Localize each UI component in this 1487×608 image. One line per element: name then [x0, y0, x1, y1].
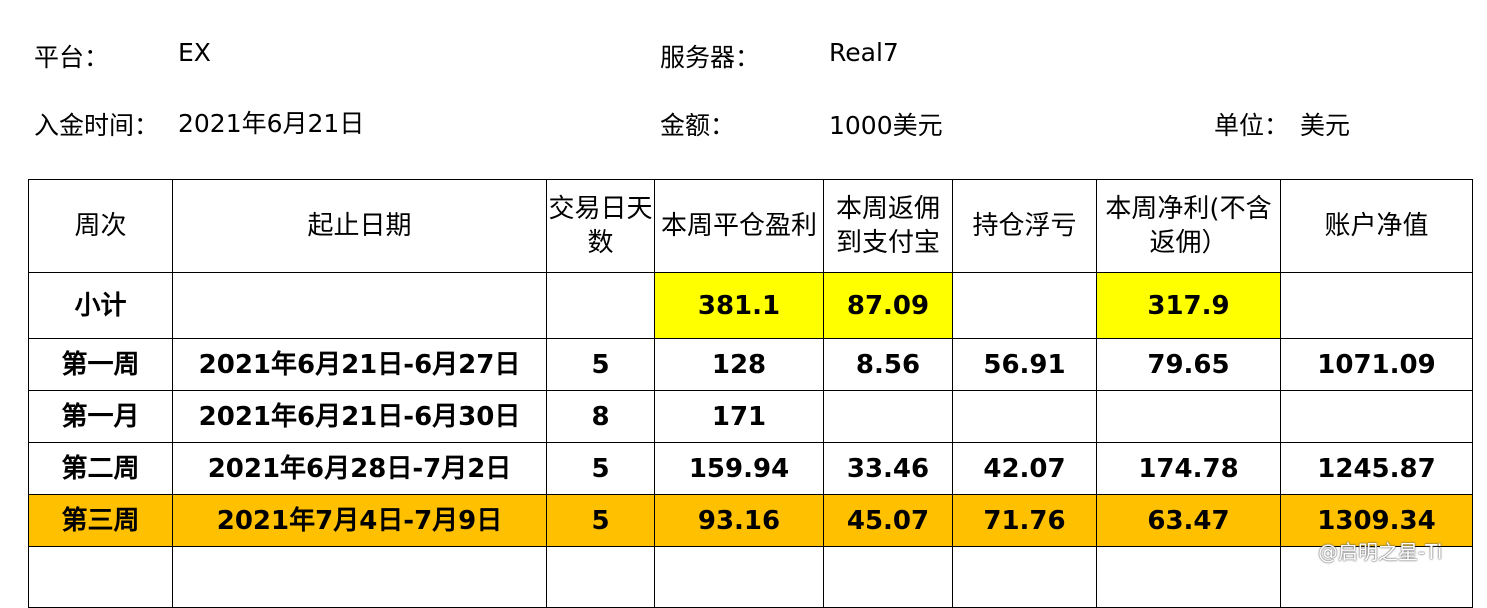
table-cell	[952, 272, 1097, 339]
table-cell: 周次	[28, 179, 173, 273]
table-cell	[1096, 390, 1281, 443]
table-cell: 账户净值	[1280, 179, 1473, 273]
table-cell: 本周返佣到支付宝	[823, 179, 953, 273]
table-cell: 1309.34	[1280, 494, 1473, 547]
table-cell: 2021年7月4日-7月9日	[172, 494, 547, 547]
table-cell	[952, 546, 1097, 608]
table-cell: 本周平仓盈利	[654, 179, 824, 273]
unit-label: 单位：	[1214, 111, 1290, 140]
table-cell	[823, 390, 953, 443]
table-cell: 8	[546, 390, 655, 443]
server-label: 服务器：	[660, 43, 761, 72]
amount-label: 金额：	[660, 111, 736, 140]
table-cell: 1245.87	[1280, 442, 1473, 495]
table-row: 第一月 2021年6月21日-6月30日 8 171	[28, 390, 1473, 443]
table-cell	[1280, 272, 1473, 339]
empty-row	[28, 546, 1473, 608]
table-header-row: 周次 起止日期 交易日天数 本周平仓盈利 本周返佣到支付宝 持仓浮亏 本周净利(不含返佣）账…	[28, 179, 1473, 273]
deposit-time-value: 2021年6月21日	[178, 109, 365, 138]
server-value: Real7	[829, 38, 899, 67]
table-cell: 33.46	[823, 442, 953, 495]
subtotal-row: 小计 381.1 87.09 317.9	[28, 272, 1473, 339]
table-row: 第三周 2021年7月4日-7月9日 5 93.16 45.07 71.76 63.47 13…	[28, 494, 1473, 547]
table-cell: 持仓浮亏	[952, 179, 1097, 273]
table-cell: 5	[546, 442, 655, 495]
table-cell	[823, 546, 953, 608]
weekly-profit-table: 周次 起止日期 交易日天数 本周平仓盈利 本周返佣到支付宝 持仓浮亏 本周净利(不含返佣）账…	[28, 179, 1473, 608]
table-cell: 第二周	[28, 442, 173, 495]
table-cell: 381.1	[654, 272, 824, 339]
table-cell: 2021年6月21日-6月27日	[172, 338, 547, 391]
table-cell: 5	[546, 494, 655, 547]
table-cell: 128	[654, 338, 824, 391]
table-cell: 第一周	[28, 338, 173, 391]
watermark: @启明之星-Ti	[1318, 540, 1443, 564]
table-cell: 2021年6月21日-6月30日	[172, 390, 547, 443]
table-cell: 45.07	[823, 494, 953, 547]
table-cell: 起止日期	[172, 179, 547, 273]
table-cell: 56.91	[952, 338, 1097, 391]
table-cell: 171	[654, 390, 824, 443]
table-cell: 93.16	[654, 494, 824, 547]
table-cell: 第一月	[28, 390, 173, 443]
table-cell	[172, 272, 547, 339]
unit-value: 美元	[1300, 111, 1351, 140]
table-cell: 第三周	[28, 494, 173, 547]
table-cell: 2021年6月28日-7月2日	[172, 442, 547, 495]
table-cell: 1071.09	[1280, 338, 1473, 391]
amount-value: 1000美元	[829, 111, 943, 140]
table-cell: 42.07	[952, 442, 1097, 495]
table-cell: 63.47	[1096, 494, 1281, 547]
platform-value: EX	[178, 38, 211, 67]
table-cell: 71.76	[952, 494, 1097, 547]
table-cell: 交易日天数	[546, 179, 655, 273]
table-row: 第二周 2021年6月28日-7月2日 5 159.94 33.46 42.07 174.7…	[28, 442, 1473, 495]
table-cell: 317.9	[1096, 272, 1281, 339]
table-cell: 87.09	[823, 272, 953, 339]
table-cell	[546, 272, 655, 339]
table-cell: 159.94	[654, 442, 824, 495]
table-cell: 5	[546, 338, 655, 391]
table-cell	[654, 546, 824, 608]
table-cell	[28, 546, 173, 608]
table-cell: 174.78	[1096, 442, 1281, 495]
table-cell	[172, 546, 547, 608]
table-cell	[1280, 390, 1473, 443]
table-cell: 小计	[28, 272, 173, 339]
table-cell	[546, 546, 655, 608]
table-cell	[952, 390, 1097, 443]
table-cell	[1096, 546, 1281, 608]
table-cell: 8.56	[823, 338, 953, 391]
table-cell: 79.65	[1096, 338, 1281, 391]
platform-label: 平台：	[34, 43, 110, 72]
table-row: 第一周 2021年6月21日-6月27日 5 128 8.56 56.91 79.65 107…	[28, 338, 1473, 391]
deposit-time-label: 入金时间：	[34, 111, 160, 140]
table-cell: 本周净利(不含返佣）	[1096, 179, 1281, 273]
